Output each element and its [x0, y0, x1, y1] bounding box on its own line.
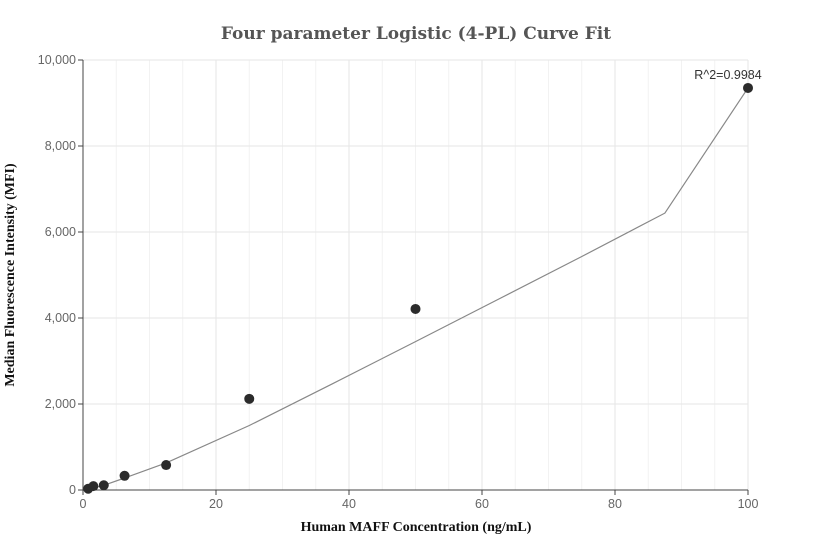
data-point — [743, 82, 753, 93]
data-point — [244, 393, 255, 404]
data-point — [88, 481, 99, 492]
data-point — [119, 470, 130, 481]
y-tick-label: 4,000 — [45, 311, 76, 325]
tick-labels: 0 20 40 60 80 100 0 2,000 4,000 6,000 8,000 10,000 — [38, 53, 759, 511]
data-points-layer — [83, 82, 753, 494]
x-axis-title: Human MAFF Concentration (ng/mL) — [301, 520, 532, 535]
data-point — [98, 480, 109, 491]
x-tick-label: 0 — [80, 497, 87, 511]
data-point — [410, 303, 421, 314]
x-tick-label: 40 — [342, 497, 356, 511]
fit-curve — [88, 87, 749, 490]
grid — [83, 59, 749, 490]
y-axis-title: Median Fluorescence Intensity (MFI) — [3, 163, 18, 387]
fit-curve-layer — [88, 87, 749, 490]
y-tick-label: 10,000 — [38, 53, 76, 67]
y-tick-label: 6,000 — [45, 225, 76, 239]
y-tick-label: 2,000 — [45, 397, 76, 411]
y-tick-label: 8,000 — [45, 139, 76, 153]
r-squared-annotation: R^2=0.9984 — [694, 68, 761, 82]
x-tick-label: 60 — [475, 497, 489, 511]
y-tick-label: 0 — [69, 483, 76, 497]
chart-title: Four parameter Logistic (4-PL) Curve Fit — [221, 24, 611, 44]
data-point — [161, 460, 172, 471]
axes — [78, 59, 749, 495]
x-tick-label: 20 — [209, 497, 223, 511]
x-tick-label: 80 — [608, 497, 622, 511]
x-tick-label: 100 — [738, 497, 759, 511]
